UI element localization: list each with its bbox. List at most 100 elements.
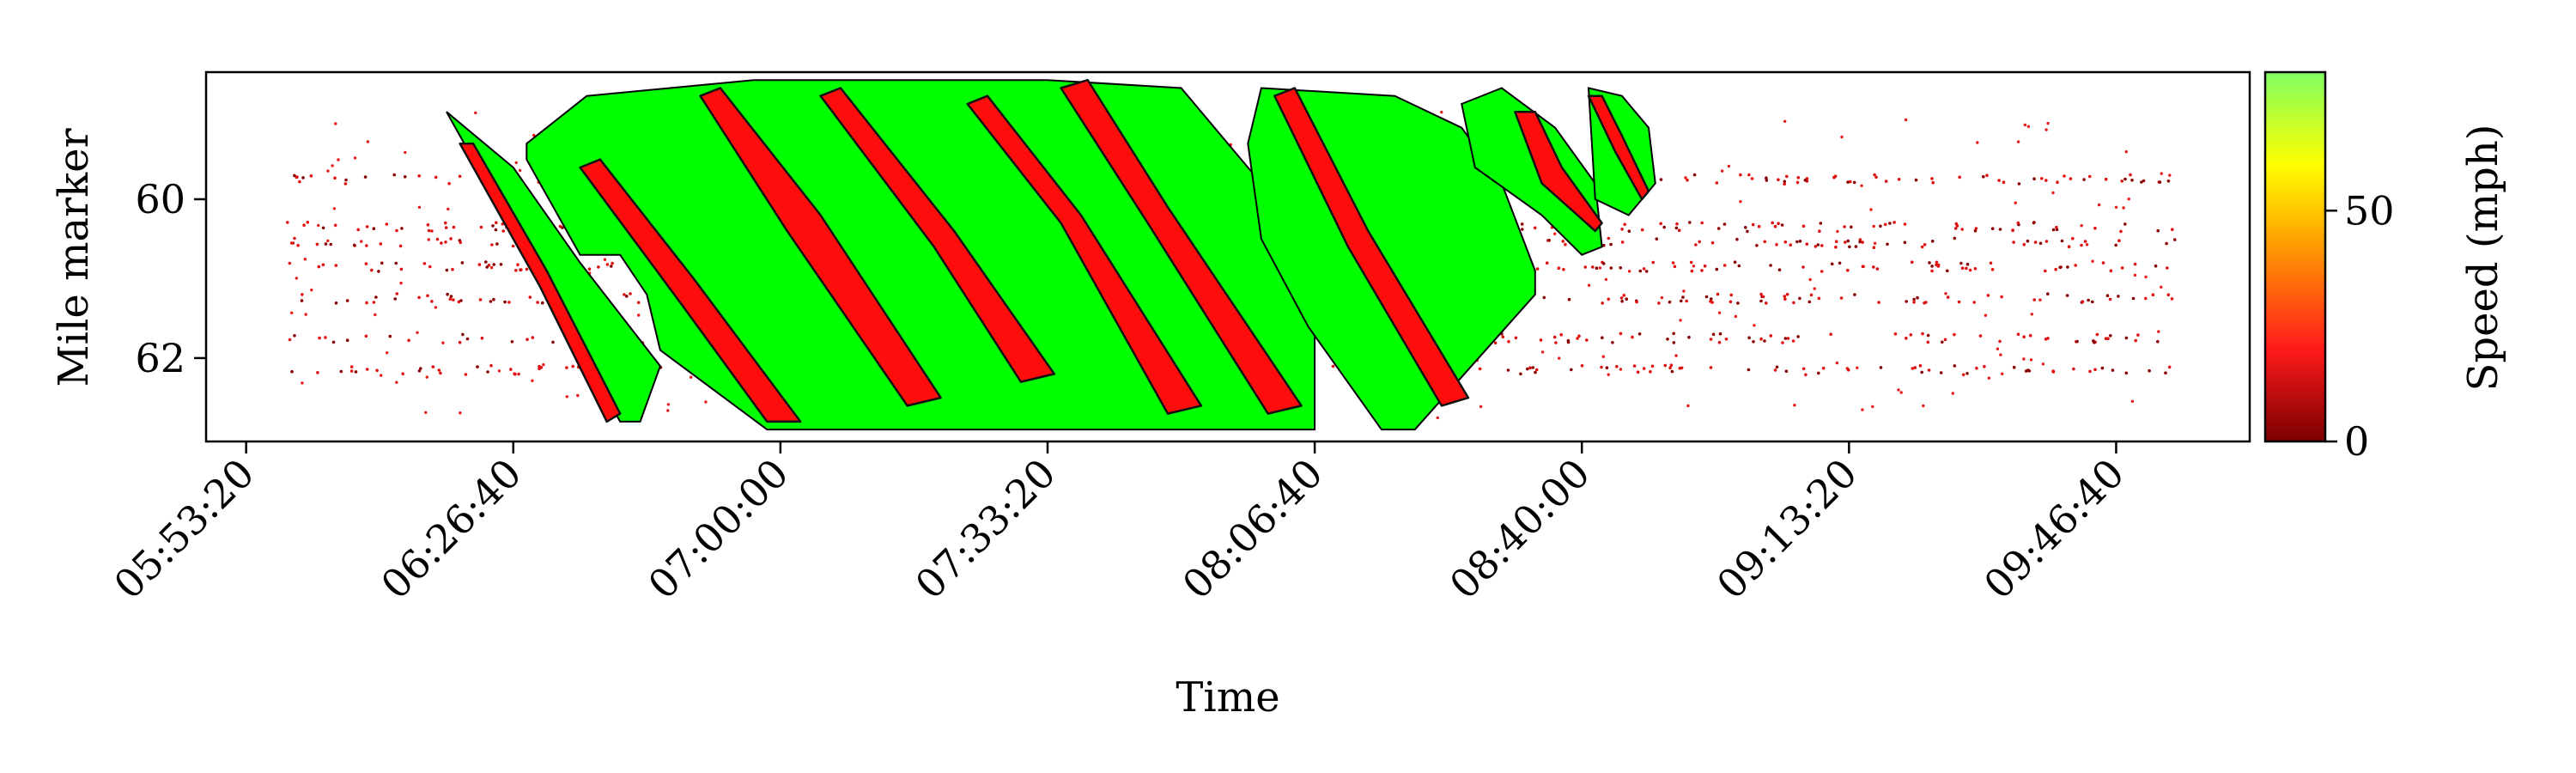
scatter-point <box>446 292 449 296</box>
scatter-point <box>1924 301 1928 304</box>
scatter-point <box>1883 222 1887 227</box>
scatter-point <box>2088 369 2092 374</box>
scatter-point <box>1493 341 1498 345</box>
scatter-point <box>1989 261 1993 265</box>
scatter-point <box>458 174 462 179</box>
scatter-point <box>532 133 536 137</box>
scatter-point <box>1649 370 1652 374</box>
scatter-point <box>1999 353 2002 356</box>
scatter-point <box>1840 135 1844 139</box>
scatter-point <box>427 238 430 241</box>
scatter-point <box>354 370 358 374</box>
scatter-point <box>2111 368 2115 372</box>
scatter-point <box>1734 314 1738 319</box>
scatter-point <box>1595 266 1599 271</box>
scatter-point <box>1899 391 1903 394</box>
scatter-point <box>424 411 428 414</box>
scatter-point <box>2154 264 2158 268</box>
scatter-point <box>1935 263 1938 267</box>
scatter-point <box>479 225 483 229</box>
scatter-point <box>2087 174 2092 179</box>
scatter-point <box>1996 347 2000 350</box>
scatter-point <box>485 265 489 269</box>
congestion-band <box>1273 87 1470 407</box>
scatter-point <box>461 332 465 337</box>
colorbar-tick-label: 50 <box>2344 187 2395 234</box>
congestion-bands <box>459 78 1650 423</box>
colorbar-tick-label: 0 <box>2344 418 2369 465</box>
scatter-point <box>1860 184 1863 187</box>
scatter-point <box>304 313 307 316</box>
scatter-point <box>2157 330 2160 333</box>
scatter-point <box>1675 222 1679 226</box>
scatter-point <box>2091 259 2094 263</box>
scatter-point <box>437 368 441 372</box>
scatter-point <box>339 369 343 374</box>
x-tick-label: 08:40:00 <box>1441 450 1599 608</box>
scatter-point <box>1440 110 1443 114</box>
scatter-point <box>419 367 422 370</box>
scatter-point <box>1875 267 1880 271</box>
scatter-point <box>1805 242 1809 247</box>
scatter-point <box>1620 228 1624 231</box>
scatter-point <box>1733 260 1737 265</box>
scatter-point <box>1846 180 1850 184</box>
scatter-point <box>401 372 405 376</box>
scatter-point <box>2023 123 2027 127</box>
scatter-point <box>434 175 438 180</box>
scatter-point <box>1792 301 1795 305</box>
scatter-point <box>1644 270 1649 273</box>
scatter-point <box>417 205 422 209</box>
scatter-point <box>1657 301 1661 305</box>
scatter-point <box>460 261 465 265</box>
scatter-point <box>525 267 529 271</box>
congestion-band <box>966 94 1203 415</box>
scatter-point <box>444 221 447 225</box>
scatter-point <box>295 175 299 179</box>
scatter-point <box>1684 176 1687 180</box>
scatter-point <box>1838 261 1842 265</box>
scatter-point <box>1680 366 1684 370</box>
scatter-point <box>2056 180 2059 184</box>
scatter-point <box>1638 269 1643 273</box>
scatter-point <box>2156 339 2160 344</box>
scatter-point <box>1814 245 1818 248</box>
scatter-point <box>451 267 454 271</box>
scatter-point <box>2130 179 2134 182</box>
scatter-point <box>393 297 398 301</box>
scatter-point <box>1765 176 1768 180</box>
scatter-point <box>1765 301 1768 305</box>
scatter-point <box>2151 293 2155 297</box>
scatter-point <box>1716 292 1720 296</box>
scatter-point <box>370 268 374 272</box>
scatter-point <box>497 369 501 373</box>
scatter-point <box>1913 366 1917 369</box>
scatter-point <box>495 221 498 225</box>
scatter-point <box>1786 337 1790 340</box>
scatter-point <box>459 240 463 245</box>
scatter-point <box>526 338 529 342</box>
scatter-point <box>2024 369 2028 373</box>
scatter-point <box>1577 334 1581 338</box>
scatter-point <box>2134 338 2137 343</box>
scatter-point <box>1789 243 1792 247</box>
scatter-point <box>2091 300 2094 304</box>
scatter-point <box>1539 338 1543 342</box>
scatter-point <box>1722 222 1727 226</box>
scatter-point <box>1972 301 1976 304</box>
scatter-point <box>1844 240 1847 244</box>
scatter-point <box>1674 226 1679 230</box>
scatter-point <box>356 228 361 232</box>
scatter-point <box>317 223 320 228</box>
scatter-point <box>2022 357 2026 361</box>
plot-frame <box>204 70 2251 443</box>
scatter-point <box>1916 295 1919 300</box>
scatter-point <box>2046 337 2050 340</box>
scatter-point <box>2067 245 2071 249</box>
colorbar <box>2263 70 2327 443</box>
scatter-point <box>1627 229 1631 234</box>
scatter-point <box>503 300 507 304</box>
scatter-point <box>2001 372 2004 375</box>
scatter-point <box>1771 221 1774 225</box>
scatter-point <box>1554 341 1558 344</box>
